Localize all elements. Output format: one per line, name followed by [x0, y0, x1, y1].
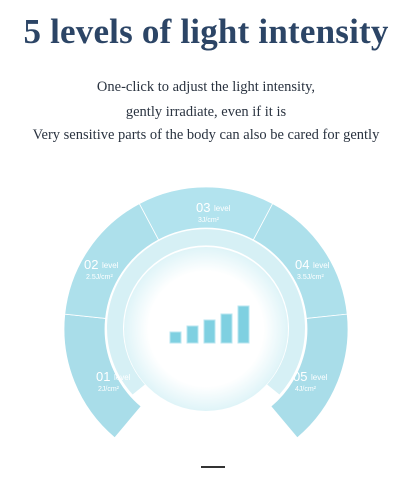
level-unit: level	[311, 373, 328, 382]
description-line-1: One-click to adjust the light intensity,	[96, 79, 316, 95]
inner-halo-ring	[107, 229, 306, 395]
description-line-2: gently irradiate, even if it is	[125, 104, 287, 120]
level-label-01: 01 level 2J/cm²	[96, 369, 131, 393]
level-energy-value: 2J/cm²	[98, 386, 120, 393]
level-unit: level	[102, 261, 119, 270]
signal-bar	[203, 319, 216, 344]
signal-bar	[169, 331, 182, 344]
level-segment-05[interactable]	[270, 313, 349, 439]
level-unit: level	[214, 204, 231, 213]
level-energy-value: 2.5J/cm²	[86, 274, 114, 281]
level-label-03: 03 level 3J/cm²	[196, 200, 231, 224]
level-energy-value: 4J/cm²	[295, 386, 317, 393]
level-number: 02	[84, 257, 98, 272]
level-number: 01	[96, 369, 110, 384]
description-line-3: Very sensitive parts of the body can als…	[32, 127, 380, 143]
level-label-05: 05 level 4J/cm²	[293, 369, 328, 393]
level-number: 03	[196, 200, 210, 215]
signal-bar	[220, 313, 233, 344]
level-label-04: 04 level 3.5J/cm²	[295, 257, 330, 281]
level-label-02: 02 level 2.5J/cm²	[84, 257, 119, 281]
signal-bars-icon	[169, 305, 250, 344]
level-energy-value: 3.5J/cm²	[297, 274, 325, 281]
level-energy-value: 3J/cm²	[198, 217, 220, 224]
signal-bar	[237, 305, 250, 344]
divider-bar	[201, 466, 225, 468]
level-number: 05	[293, 369, 307, 384]
level-unit: level	[114, 373, 131, 382]
page-title: 5 levels of light intensity	[23, 12, 389, 51]
level-unit: level	[313, 261, 330, 270]
level-number: 04	[295, 257, 309, 272]
signal-bar	[186, 325, 199, 344]
